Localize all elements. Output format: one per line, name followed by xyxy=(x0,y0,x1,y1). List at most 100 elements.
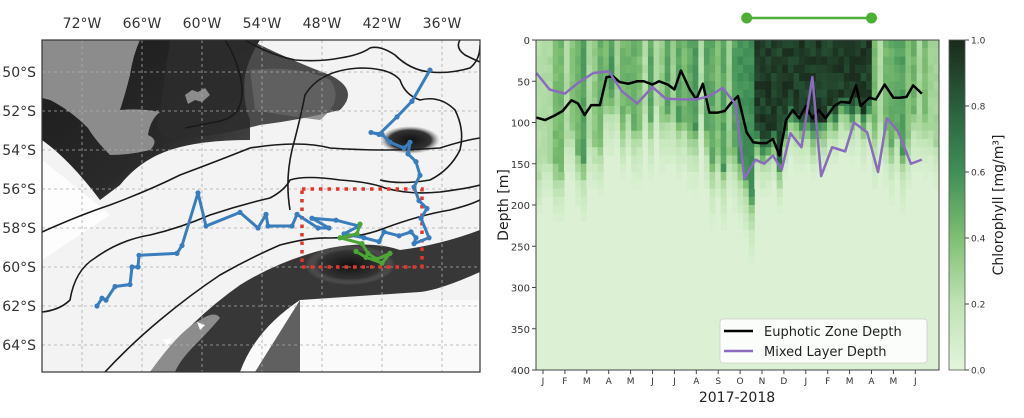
track-point-blue xyxy=(424,205,430,212)
heatmap-cell xyxy=(709,40,716,49)
heatmap-cell xyxy=(580,188,587,198)
heatmap-cell xyxy=(894,40,901,49)
heatmap-cell xyxy=(899,155,906,165)
heatmap-cell xyxy=(849,48,856,57)
heatmap-cell xyxy=(821,97,828,107)
heatmap-cell xyxy=(703,130,711,140)
heatmap-cell xyxy=(698,130,705,140)
heatmap-cell xyxy=(653,48,660,57)
heatmap-cell xyxy=(675,97,683,107)
heatmap-cell xyxy=(832,64,839,74)
heatmap-cell xyxy=(899,188,906,198)
heatmap-cell xyxy=(787,89,794,99)
heatmap-cell xyxy=(793,48,800,57)
heatmap-cell xyxy=(849,64,856,74)
heatmap-cell xyxy=(759,130,766,140)
heatmap-cell xyxy=(894,56,901,66)
heatmap-cell xyxy=(748,172,755,181)
heatmap-cell xyxy=(843,106,850,115)
track-point-blue xyxy=(387,139,393,145)
track-point-blue xyxy=(394,114,400,120)
heatmap-cell xyxy=(547,180,554,189)
heatmap-cell xyxy=(625,97,632,107)
heatmap-cell xyxy=(871,172,878,181)
heatmap-cell xyxy=(905,73,912,82)
heatmap-cell xyxy=(619,73,627,82)
contour-line xyxy=(287,67,463,211)
heatmap-cell xyxy=(580,155,587,165)
heatmap-cell xyxy=(692,48,699,57)
heatmap-cell xyxy=(709,97,716,107)
heatmap-cell xyxy=(580,196,587,206)
heatmap-cell xyxy=(653,64,660,74)
heatmap-cell xyxy=(787,97,794,107)
heatmap-cell xyxy=(754,130,761,140)
heatmap-cell xyxy=(927,163,934,173)
heatmap-cell xyxy=(603,122,610,132)
time-range-end-marker xyxy=(866,12,877,24)
heatmap-cell xyxy=(625,147,632,156)
heatmap-cell xyxy=(575,163,582,173)
heatmap-cell xyxy=(771,97,778,107)
heatmap-cell xyxy=(563,56,571,66)
heatmap-cell xyxy=(692,114,699,123)
track-point-blue xyxy=(368,129,374,136)
heatmap-cell xyxy=(731,81,738,90)
heatmap-cell xyxy=(799,122,806,132)
heatmap-cell xyxy=(838,48,845,57)
heatmap-cell xyxy=(703,106,711,115)
heatmap-cell xyxy=(636,114,643,123)
heatmap-cell xyxy=(821,56,828,66)
heatmap-cell xyxy=(580,40,587,49)
x-tick-label: F xyxy=(562,377,567,387)
heatmap-cell xyxy=(575,130,582,140)
heatmap-cell xyxy=(563,106,571,115)
heatmap-cell xyxy=(603,48,610,57)
heatmap-cell xyxy=(698,97,705,107)
heatmap-cell xyxy=(737,89,744,99)
heatmap-cell xyxy=(614,114,621,123)
heatmap-cell xyxy=(832,114,839,123)
heatmap-cell xyxy=(591,56,599,66)
heatmap-cell xyxy=(569,89,576,99)
heatmap-cell xyxy=(905,48,912,57)
heatmap-cell xyxy=(709,139,716,148)
y-tick-label: 300 xyxy=(511,284,530,295)
track-point-blue xyxy=(174,250,180,256)
heatmap-cell xyxy=(558,64,565,74)
heatmap-cell xyxy=(575,73,582,82)
heatmap-cell xyxy=(927,73,934,82)
heatmap-cell xyxy=(664,130,671,140)
heatmap-cell xyxy=(575,106,582,115)
heatmap-cell xyxy=(933,73,939,82)
heatmap-cell xyxy=(793,122,800,132)
heatmap-cell xyxy=(916,89,923,99)
heatmap-cell xyxy=(888,114,895,123)
heatmap-cell xyxy=(575,139,582,148)
heatmap-cell xyxy=(871,64,878,74)
heatmap-cell xyxy=(843,64,850,74)
heatmap-cell xyxy=(631,172,638,181)
heatmap-cell xyxy=(687,172,694,181)
heatmap-cell xyxy=(731,40,738,49)
heatmap-cell xyxy=(720,147,727,156)
heatmap-cell xyxy=(899,40,906,49)
heatmap-cell xyxy=(558,114,565,123)
heatmap-cell xyxy=(776,73,783,82)
heatmap-cell xyxy=(888,130,895,140)
heatmap-cell xyxy=(849,56,856,66)
heatmap-cell xyxy=(855,81,862,90)
heatmap-cell xyxy=(916,40,923,49)
heatmap-cell xyxy=(888,196,895,206)
heatmap-cell xyxy=(541,97,548,107)
heatmap-cell xyxy=(765,139,772,148)
heatmap-cell xyxy=(877,81,884,90)
heatmap-cell xyxy=(743,64,750,74)
heatmap-cell xyxy=(832,139,839,148)
heatmap-cell xyxy=(894,64,901,74)
y-axis-label: Depth [m] xyxy=(496,169,512,241)
heatmap-cell xyxy=(888,106,895,115)
heatmap-cell xyxy=(619,56,627,66)
heatmap-cell xyxy=(860,130,867,140)
